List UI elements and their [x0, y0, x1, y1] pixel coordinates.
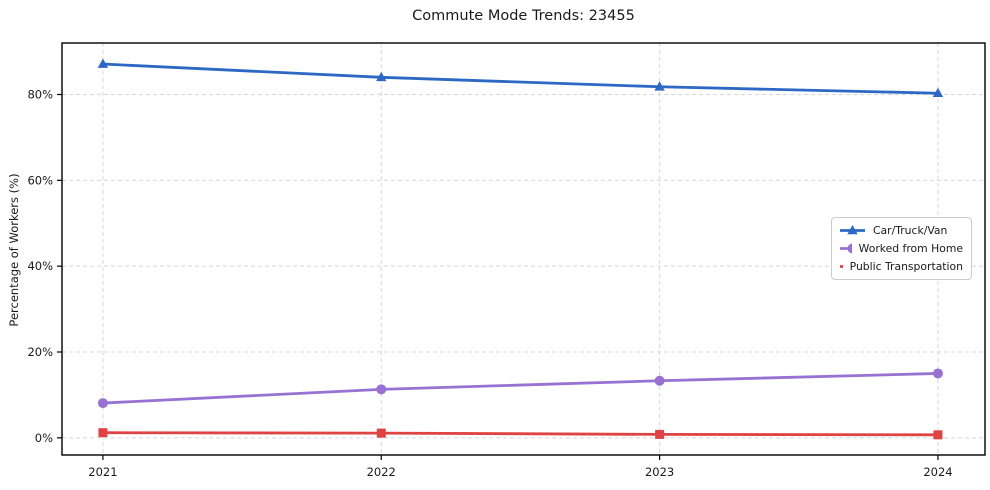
- chart-title: Commute Mode Trends: 23455: [412, 8, 635, 24]
- data-point-car-truck-van: [654, 81, 665, 91]
- y-tick-label: 40%: [27, 259, 53, 273]
- data-point-worked-from-home: [932, 368, 943, 379]
- data-point-public-transportation: [655, 429, 665, 439]
- plot-border: [61, 42, 986, 456]
- legend-marker-sample: [847, 243, 852, 254]
- data-point-car-truck-van: [376, 71, 387, 82]
- x-tick-label: 2024: [923, 465, 952, 479]
- legend-marker-triangle-icon: [840, 225, 865, 235]
- y-tick-label: 80%: [27, 88, 53, 102]
- legend-marker-sample: [847, 225, 858, 235]
- y-tick-label: 60%: [27, 173, 53, 187]
- data-point-worked-from-home: [97, 398, 108, 409]
- data-point-worked-from-home: [376, 384, 387, 395]
- data-point-worked-from-home: [654, 375, 665, 386]
- legend-label: Worked from Home: [858, 242, 963, 255]
- legend-marker-circle-icon: [840, 243, 852, 254]
- series-line-worked-from-home: [101, 372, 940, 405]
- legend: Car/Truck/Van Worked from Home Public Tran…: [831, 217, 972, 280]
- y-tick-label: 0%: [35, 431, 53, 445]
- x-tick-label: 2021: [88, 465, 117, 479]
- y-tick-label: 20%: [27, 345, 53, 359]
- data-point-public-transportation: [933, 430, 943, 440]
- legend-label: Car/Truck/Van: [873, 224, 948, 237]
- legend-item-car-truck-van: Car/Truck/Van: [839, 224, 963, 237]
- x-tick-label: 2023: [645, 465, 674, 479]
- series-line-car-truck-van: [101, 62, 940, 95]
- legend-label: Public Transportation: [849, 260, 963, 273]
- data-point-public-transportation: [98, 428, 108, 438]
- data-point-public-transportation: [376, 428, 386, 438]
- legend-item-worked-from-home: Worked from Home: [839, 242, 963, 255]
- data-point-car-truck-van: [932, 87, 944, 98]
- x-tick-label: 2022: [367, 465, 396, 479]
- legend-item-public-transportation: Public Transportation: [839, 260, 963, 273]
- data-point-car-truck-van: [97, 58, 109, 68]
- series-line-public-transportation: [101, 431, 940, 437]
- legend-marker-square-icon: [840, 265, 843, 268]
